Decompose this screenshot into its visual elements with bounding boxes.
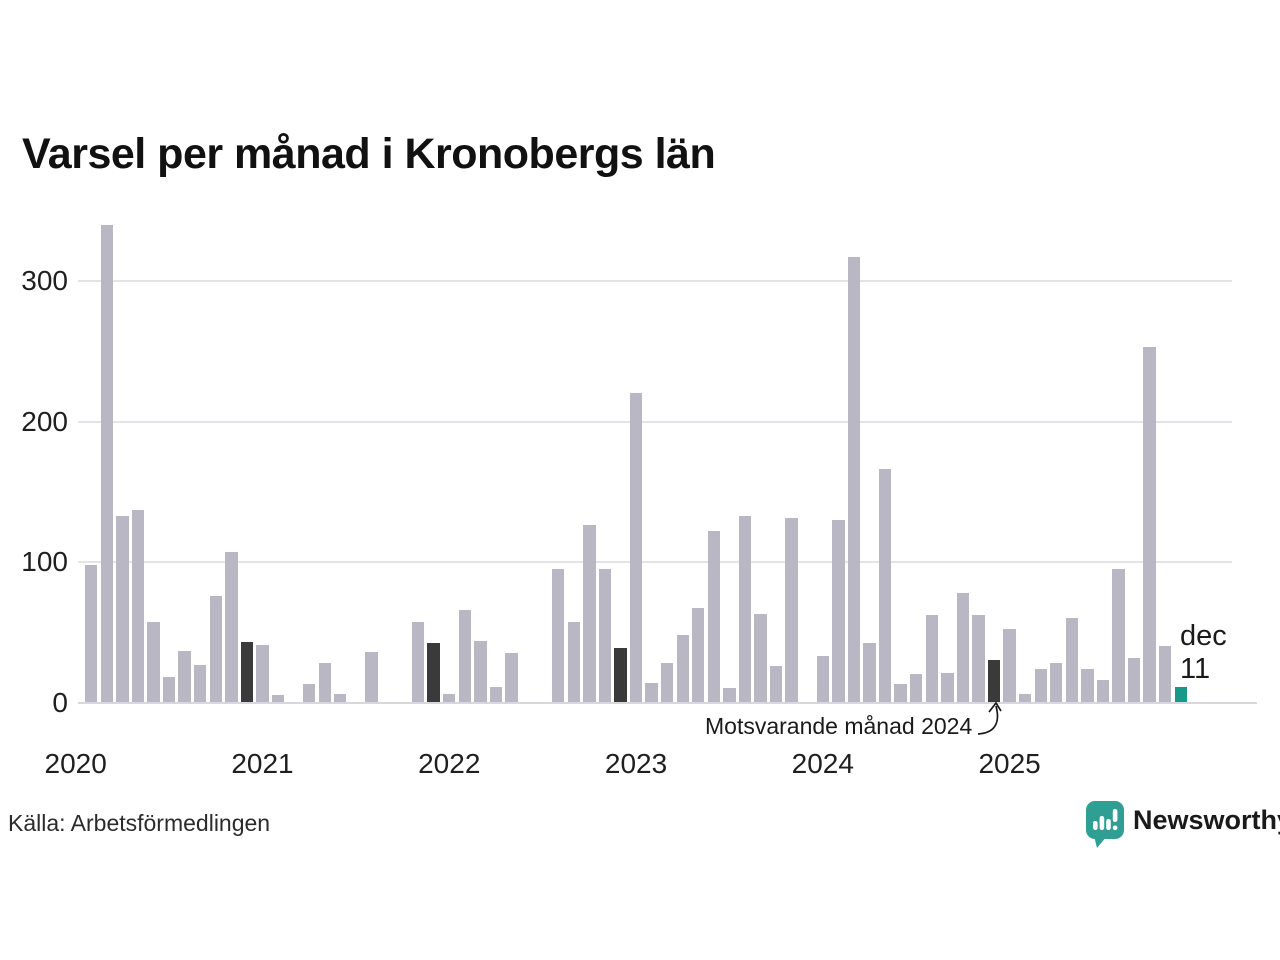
bar-feb-2024 <box>832 519 845 703</box>
bar-mar-2020 <box>100 224 114 703</box>
bar-nov-2023 <box>785 518 798 703</box>
bar-apr-2020 <box>116 515 129 703</box>
bar-aug-2023 <box>738 515 752 703</box>
bar-mar-2024 <box>847 257 861 703</box>
bar-dec-2020 <box>240 642 254 703</box>
bar-jan-2022 <box>443 694 456 703</box>
bar-jul-2023 <box>723 688 736 703</box>
current-value-number: 11 <box>1180 653 1211 685</box>
bar-nov-2020 <box>225 552 238 703</box>
bar-maj-2022 <box>505 653 518 703</box>
x-axis-line <box>78 702 1257 704</box>
bar-dec-2021 <box>427 643 440 703</box>
x-tick-2020: 2020 <box>44 748 107 779</box>
bar-sep-2025 <box>1127 657 1141 703</box>
bar-dec-2022 <box>614 647 627 703</box>
annotation-label: Motsvarande månad 2024 <box>705 713 973 739</box>
bar-jul-2025 <box>1096 680 1110 703</box>
bar-aug-2025 <box>1112 569 1125 703</box>
gridline-300 <box>78 280 1232 283</box>
x-tick-2023: 2023 <box>604 748 668 779</box>
bar-mar-2025 <box>1034 668 1047 703</box>
bar-jan-2025 <box>1003 629 1016 703</box>
y-tick-300: 300 <box>21 265 68 297</box>
brand-name: Newsworthy <box>1133 805 1280 835</box>
bar-jan-2024 <box>816 656 829 703</box>
bar-maj-2025 <box>1065 618 1079 703</box>
bar-feb-2021 <box>271 695 285 703</box>
bar-okt-2020 <box>209 595 222 703</box>
y-tick-0: 0 <box>52 686 68 718</box>
bar-nov-2021 <box>411 622 425 703</box>
y-tick-200: 200 <box>21 405 68 437</box>
bar-jul-2024 <box>910 674 923 703</box>
bar-sep-2022 <box>567 622 580 703</box>
bar-okt-2024 <box>956 592 970 703</box>
bar-mar-2023 <box>660 663 674 703</box>
bar-apr-2024 <box>863 643 876 703</box>
bar-jun-2024 <box>894 684 907 703</box>
chart-title: Varsel per månad i Kronobergs län <box>22 130 716 178</box>
source-credit: Källa: Arbetsförmedlingen <box>8 810 271 836</box>
bar-aug-2020 <box>178 650 191 703</box>
x-tick-2021: 2021 <box>231 748 294 779</box>
bar-maj-2024 <box>878 469 892 703</box>
annotation-arrow-icon <box>977 701 1002 735</box>
bar-sep-2024 <box>941 672 954 703</box>
bar-okt-2022 <box>583 525 596 703</box>
bar-sep-2020 <box>194 664 207 703</box>
x-tick-2025: 2025 <box>978 748 1041 779</box>
bar-nov-2022 <box>598 569 612 703</box>
bar-sep-2023 <box>754 613 767 703</box>
bar-nov-2024 <box>972 615 985 703</box>
bar-jun-2020 <box>147 622 160 703</box>
bar-jan-2023 <box>629 393 643 703</box>
bar-apr-2021 <box>302 684 316 703</box>
bar-mar-2022 <box>474 640 487 703</box>
current-value-label: dec 11 <box>1180 620 1227 686</box>
bar-feb-2022 <box>458 609 472 703</box>
bar-aug-2024 <box>925 615 938 703</box>
bar-feb-2023 <box>645 682 658 703</box>
bar-apr-2023 <box>676 635 689 703</box>
bar-jun-2025 <box>1081 668 1094 703</box>
bar-maj-2023 <box>692 608 705 703</box>
bar-aug-2021 <box>365 651 378 703</box>
gridline-200 <box>78 420 1232 423</box>
bar-jun-2021 <box>334 694 347 703</box>
bar-okt-2025 <box>1143 347 1156 703</box>
bar-okt-2023 <box>769 665 783 703</box>
current-month-label: dec <box>1180 620 1227 652</box>
bar-dec-2025 <box>1174 687 1187 703</box>
bar-nov-2025 <box>1159 646 1172 703</box>
bar-jun-2023 <box>707 531 721 703</box>
x-tick-2022: 2022 <box>418 748 481 779</box>
y-tick-100: 100 <box>21 546 68 578</box>
bar-jan-2021 <box>256 644 269 703</box>
bar-feb-2025 <box>1018 694 1032 703</box>
bar-aug-2022 <box>552 569 565 703</box>
bar-maj-2020 <box>131 510 145 703</box>
bar-dec-2024 <box>987 660 1001 703</box>
bar-apr-2022 <box>489 687 503 703</box>
bar-feb-2020 <box>85 564 98 703</box>
bar-jul-2020 <box>162 677 176 703</box>
gridline-100 <box>78 561 1232 564</box>
bar-apr-2025 <box>1050 663 1063 703</box>
brand-logo: Newsworthy <box>1085 800 1280 850</box>
x-tick-2024: 2024 <box>791 748 854 779</box>
bar-maj-2021 <box>318 663 331 703</box>
newsworthy-logo-icon <box>1086 801 1124 848</box>
